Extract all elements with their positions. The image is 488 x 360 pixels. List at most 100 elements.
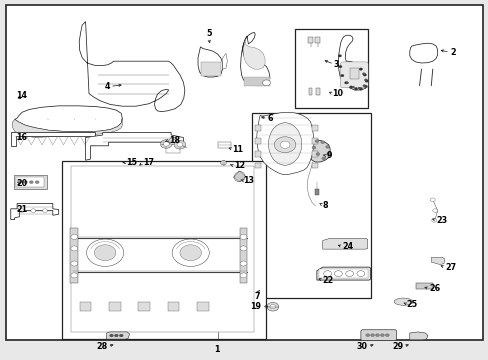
Circle shape: [280, 141, 289, 148]
Circle shape: [31, 209, 36, 212]
Text: 18: 18: [168, 136, 180, 145]
Polygon shape: [11, 132, 95, 146]
Text: 10: 10: [332, 89, 343, 98]
Bar: [314, 189, 318, 195]
Bar: [307, 37, 312, 43]
Circle shape: [262, 80, 270, 86]
Polygon shape: [338, 35, 367, 90]
Circle shape: [311, 146, 315, 149]
Circle shape: [340, 74, 344, 77]
Circle shape: [348, 86, 352, 88]
Polygon shape: [15, 106, 122, 132]
Bar: [61, 161, 265, 339]
Circle shape: [338, 66, 341, 68]
Circle shape: [171, 139, 176, 143]
Ellipse shape: [268, 123, 301, 165]
Text: 28: 28: [96, 342, 107, 351]
Ellipse shape: [393, 298, 412, 305]
Text: 17: 17: [142, 158, 153, 167]
Circle shape: [71, 273, 78, 278]
Circle shape: [334, 271, 342, 276]
Text: 5: 5: [205, 29, 211, 38]
Circle shape: [353, 88, 357, 90]
Circle shape: [163, 142, 169, 146]
Text: 12: 12: [233, 161, 244, 170]
Text: 4: 4: [104, 82, 110, 91]
Circle shape: [344, 82, 347, 84]
Text: 26: 26: [428, 284, 440, 293]
FancyBboxPatch shape: [340, 62, 367, 88]
Circle shape: [345, 271, 353, 276]
Circle shape: [172, 239, 209, 266]
Bar: [255, 163, 261, 168]
Circle shape: [240, 234, 246, 239]
Circle shape: [220, 161, 226, 165]
Bar: [138, 302, 150, 311]
Polygon shape: [12, 118, 122, 138]
Circle shape: [357, 87, 360, 89]
Circle shape: [370, 334, 374, 337]
Circle shape: [325, 145, 329, 148]
Text: 11: 11: [232, 145, 243, 154]
Circle shape: [177, 143, 183, 147]
Circle shape: [240, 261, 246, 266]
Text: 20: 20: [16, 179, 27, 188]
Polygon shape: [222, 53, 227, 69]
Bar: [239, 228, 247, 283]
Bar: [349, 68, 359, 79]
Circle shape: [362, 74, 366, 76]
Polygon shape: [409, 43, 437, 63]
Circle shape: [432, 209, 437, 212]
Text: 30: 30: [356, 342, 367, 351]
Polygon shape: [106, 332, 129, 339]
Circle shape: [358, 88, 362, 90]
Circle shape: [23, 181, 27, 184]
Circle shape: [364, 79, 366, 81]
Circle shape: [320, 141, 324, 144]
Text: 9: 9: [326, 152, 331, 161]
Text: 1: 1: [213, 345, 219, 354]
Bar: [16, 177, 44, 187]
Text: 21: 21: [16, 205, 27, 214]
Bar: [255, 151, 261, 157]
Bar: [311, 151, 317, 157]
Circle shape: [29, 181, 33, 184]
Circle shape: [168, 138, 178, 145]
Bar: [415, 283, 432, 289]
Text: 7: 7: [254, 292, 260, 301]
Bar: [167, 302, 179, 311]
Circle shape: [119, 334, 123, 337]
Circle shape: [375, 334, 379, 337]
Circle shape: [269, 305, 275, 309]
FancyBboxPatch shape: [360, 330, 396, 341]
Text: 13: 13: [243, 176, 254, 185]
Circle shape: [160, 140, 172, 148]
Polygon shape: [233, 171, 245, 182]
Bar: [197, 302, 208, 311]
Text: 6: 6: [267, 114, 272, 123]
Bar: [80, 302, 91, 311]
Polygon shape: [430, 257, 444, 265]
Bar: [318, 269, 367, 278]
Text: 23: 23: [435, 216, 447, 225]
Circle shape: [71, 261, 78, 266]
Bar: [71, 166, 254, 332]
Bar: [311, 138, 317, 144]
Text: 2: 2: [449, 48, 455, 57]
Text: 24: 24: [342, 242, 353, 251]
Bar: [311, 125, 317, 131]
Polygon shape: [322, 238, 367, 249]
Text: 29: 29: [391, 342, 403, 351]
Circle shape: [86, 239, 123, 266]
Polygon shape: [85, 132, 183, 160]
Bar: [14, 175, 47, 189]
Bar: [315, 37, 320, 43]
Circle shape: [431, 219, 436, 222]
Circle shape: [71, 234, 78, 239]
Circle shape: [380, 334, 384, 337]
Circle shape: [364, 80, 368, 82]
Circle shape: [365, 334, 369, 337]
Circle shape: [358, 68, 362, 71]
Bar: [201, 62, 221, 76]
Circle shape: [20, 209, 24, 212]
